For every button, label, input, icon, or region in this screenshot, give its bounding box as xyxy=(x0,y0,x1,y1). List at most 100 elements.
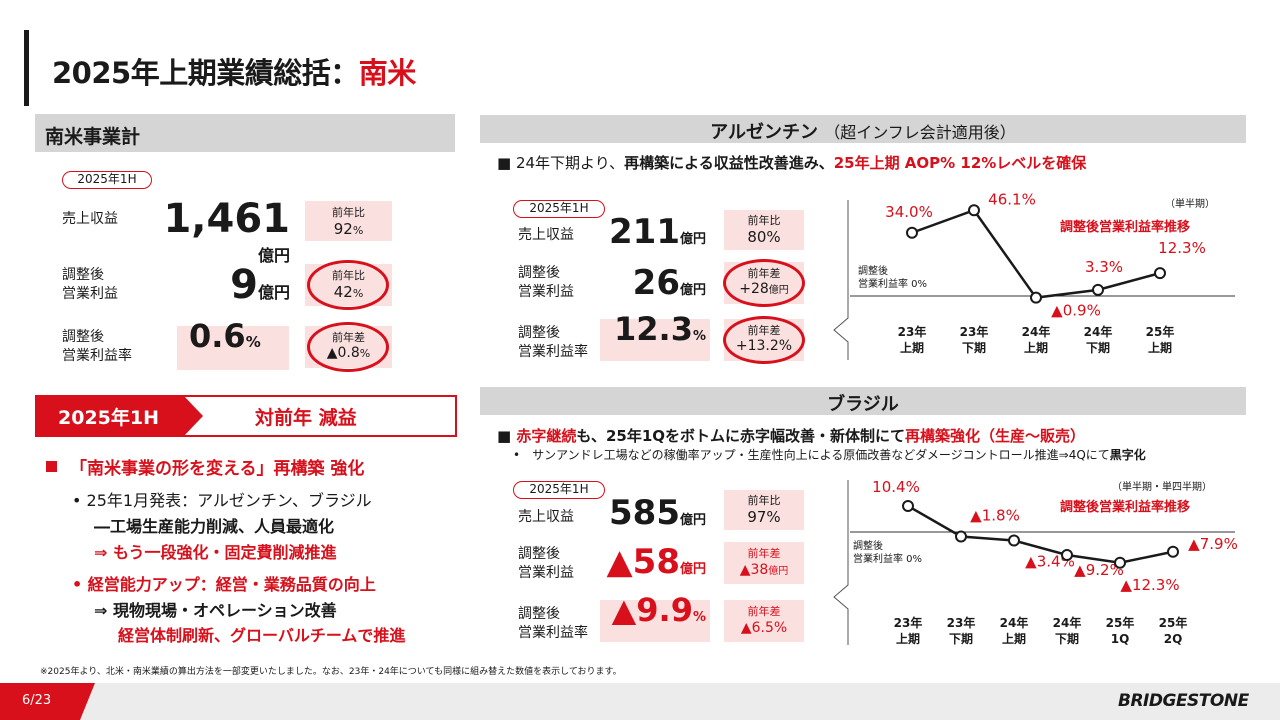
footer-bar xyxy=(0,683,1280,720)
category-label: 23年 xyxy=(898,324,927,339)
summary-line5: 経営体制刷新、グローバルチームで推進 xyxy=(118,626,406,645)
title-accent-bar xyxy=(24,30,29,106)
summary-tag-text: 対前年 減益 xyxy=(255,407,357,429)
page-number: 6/23 xyxy=(22,693,52,708)
brazil-headline: ■ 赤字継続も、25年1Qをボトムに赤字幅改善・新体制にて再構築強化（生産～販売… xyxy=(497,427,1086,445)
category-label: 上期 xyxy=(900,340,924,355)
data-point xyxy=(1030,291,1042,304)
summary-tag-arrow xyxy=(35,395,203,437)
ar-period-pill: 2025年1H xyxy=(513,200,605,218)
ar-zero-label: 調整後 営業利益率 0% xyxy=(858,266,928,290)
ar-brace xyxy=(833,200,849,360)
south-america-header: 南米事業計 xyxy=(35,114,455,152)
br-revenue-label: 売上収益 xyxy=(518,509,574,525)
brazil-header: ブラジル xyxy=(480,387,1246,415)
summary-line4: ⇒ 現物現場・オペレーション改善 xyxy=(94,601,337,620)
category-label: 上期 xyxy=(1024,340,1048,355)
series-line xyxy=(907,504,1174,565)
category-label: 24年 xyxy=(1000,615,1029,630)
br-profit-compare: 前年差 ▲38億円 xyxy=(724,542,804,584)
category-label: 下期 xyxy=(949,631,973,646)
br-chart-unit: （単半期・単四半期） xyxy=(1112,482,1212,493)
data-label: ▲9.2% xyxy=(1074,561,1124,579)
category-label: 下期 xyxy=(1055,631,1079,646)
summary-line2: ―工場生産能力削減、人員最適化 xyxy=(94,517,335,536)
br-line-chart: 10.4%23年上期▲1.8%23年下期▲3.4%24年上期▲9.2%24年下期… xyxy=(850,478,1238,646)
data-point xyxy=(1154,267,1166,280)
br-margin-compare: 前年差 ▲6.5% xyxy=(724,600,804,642)
data-point xyxy=(1167,545,1179,558)
sa-revenue-value: 1,461億円 xyxy=(163,196,290,265)
data-label: 12.3% xyxy=(1158,239,1206,257)
summary-bullet-square xyxy=(46,461,57,472)
ar-chart-unit: （単半期） xyxy=(1165,199,1215,210)
sa-profit-label: 調整後 営業利益 xyxy=(62,267,118,302)
category-label: 23年 xyxy=(960,324,989,339)
ar-margin-label: 調整後 営業利益率 xyxy=(518,325,588,360)
brazil-sub: • サンアンドレ工場などの稼働率アップ・生産性向上による原価改善などダメージコン… xyxy=(513,448,1146,462)
br-profit-value: ▲58億円 xyxy=(606,542,706,582)
br-revenue-compare: 前年比 97% xyxy=(724,490,804,530)
ar-margin-value-box: 12.3% xyxy=(600,313,710,361)
ar-profit-value: 26億円 xyxy=(632,263,706,303)
summary-bullet1: 「南米事業の形を変える」再構築 強化 xyxy=(70,459,365,479)
category-label: 下期 xyxy=(1086,340,1110,355)
category-label: 上期 xyxy=(896,631,920,646)
summary-line3: ⇒ もう一段強化・固定費削減推進 xyxy=(94,543,337,562)
category-label: 24年 xyxy=(1053,615,1082,630)
br-brace xyxy=(833,480,849,645)
ar-profit-label: 調整後 営業利益 xyxy=(518,265,574,300)
sa-revenue-label: 売上収益 xyxy=(62,211,118,227)
category-label: 2Q xyxy=(1164,632,1183,646)
data-point xyxy=(902,500,914,512)
category-label: 下期 xyxy=(962,340,986,355)
ar-chart-title: 調整後営業利益率推移 xyxy=(1060,220,1191,235)
summary-tag-period: 2025年1H xyxy=(58,407,160,429)
category-label: 25年 xyxy=(1146,324,1175,339)
br-profit-label: 調整後 営業利益 xyxy=(518,546,574,581)
summary-bullet2: • 経営能力アップ：経営・業務品質の向上 xyxy=(72,575,376,594)
data-label: ▲12.3% xyxy=(1120,576,1179,594)
data-label: ▲7.9% xyxy=(1188,535,1238,553)
data-point xyxy=(1008,534,1020,547)
data-label: 10.4% xyxy=(872,478,920,496)
brand-logo: BRIDGESTONE xyxy=(1118,691,1249,711)
argentina-headline: ■ 24年下期より、再構築による収益性改善進み、25年上期 AOP% 12%レベ… xyxy=(497,154,1087,172)
br-margin-value-box: ▲9.9% xyxy=(600,594,710,642)
br-chart-title: 調整後営業利益率推移 xyxy=(1060,500,1191,515)
data-label: ▲0.9% xyxy=(1051,302,1101,320)
category-label: 上期 xyxy=(1002,631,1026,646)
sa-profit-value: 9億円 xyxy=(230,262,290,308)
data-point xyxy=(906,226,918,239)
br-zero-label: 調整後 営業利益率 0% xyxy=(853,541,923,565)
ar-margin-compare-text: 前年差 +13.2% xyxy=(735,324,793,354)
data-label: ▲1.8% xyxy=(970,507,1020,525)
series-line xyxy=(911,208,1161,300)
page-number-tab xyxy=(0,683,95,720)
sa-profit-ring xyxy=(307,260,389,310)
sa-profit-compare-text: 前年比 42% xyxy=(332,269,365,301)
category-label: 23年 xyxy=(947,615,976,630)
sa-margin-label: 調整後 営業利益率 xyxy=(62,329,132,364)
ar-revenue-value: 211億円 xyxy=(609,212,706,252)
page-title: 2025年上期業績総括：南米 xyxy=(52,56,416,90)
ar-profit-ring xyxy=(723,259,805,307)
ar-line-chart: 34.0%23年上期46.1%23年下期▲0.9%24年上期3.3%24年下期1… xyxy=(850,190,1235,355)
data-label: 3.3% xyxy=(1085,258,1123,276)
category-label: 24年 xyxy=(1084,324,1113,339)
category-label: 25年 xyxy=(1106,615,1135,630)
data-point xyxy=(968,204,980,217)
data-label: 46.1% xyxy=(988,190,1036,208)
summary-line1: • 25年1月発表：アルゼンチン、ブラジル xyxy=(72,491,372,510)
argentina-header: アルゼンチン （超インフレ会計適用後） xyxy=(480,115,1246,143)
br-margin-label: 調整後 営業利益率 xyxy=(518,606,588,641)
category-label: 24年 xyxy=(1022,324,1051,339)
data-point xyxy=(1061,549,1073,561)
ar-margin-ring xyxy=(723,316,805,364)
data-point xyxy=(1114,556,1126,569)
ar-profit-compare-text: 前年差 +28億円 xyxy=(739,267,789,297)
sa-revenue-compare: 前年比 92% xyxy=(305,201,392,241)
data-point xyxy=(955,530,967,543)
sa-period-pill: 2025年1H xyxy=(62,171,152,189)
category-label: 上期 xyxy=(1148,340,1172,355)
